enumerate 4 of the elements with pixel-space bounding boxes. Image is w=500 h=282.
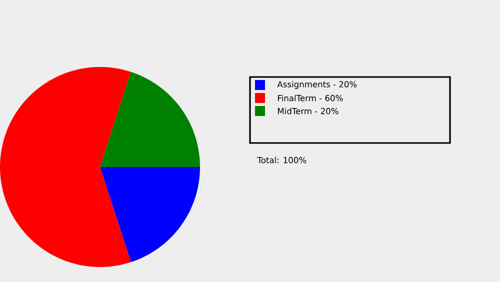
text: Total: 100% — [257, 156, 306, 164]
legend-label: MidTerm - 20% — [278, 108, 338, 114]
legend-label: FinalTerm - 60% — [278, 94, 343, 102]
legend-label: Assignments - 20% — [277, 80, 357, 90]
